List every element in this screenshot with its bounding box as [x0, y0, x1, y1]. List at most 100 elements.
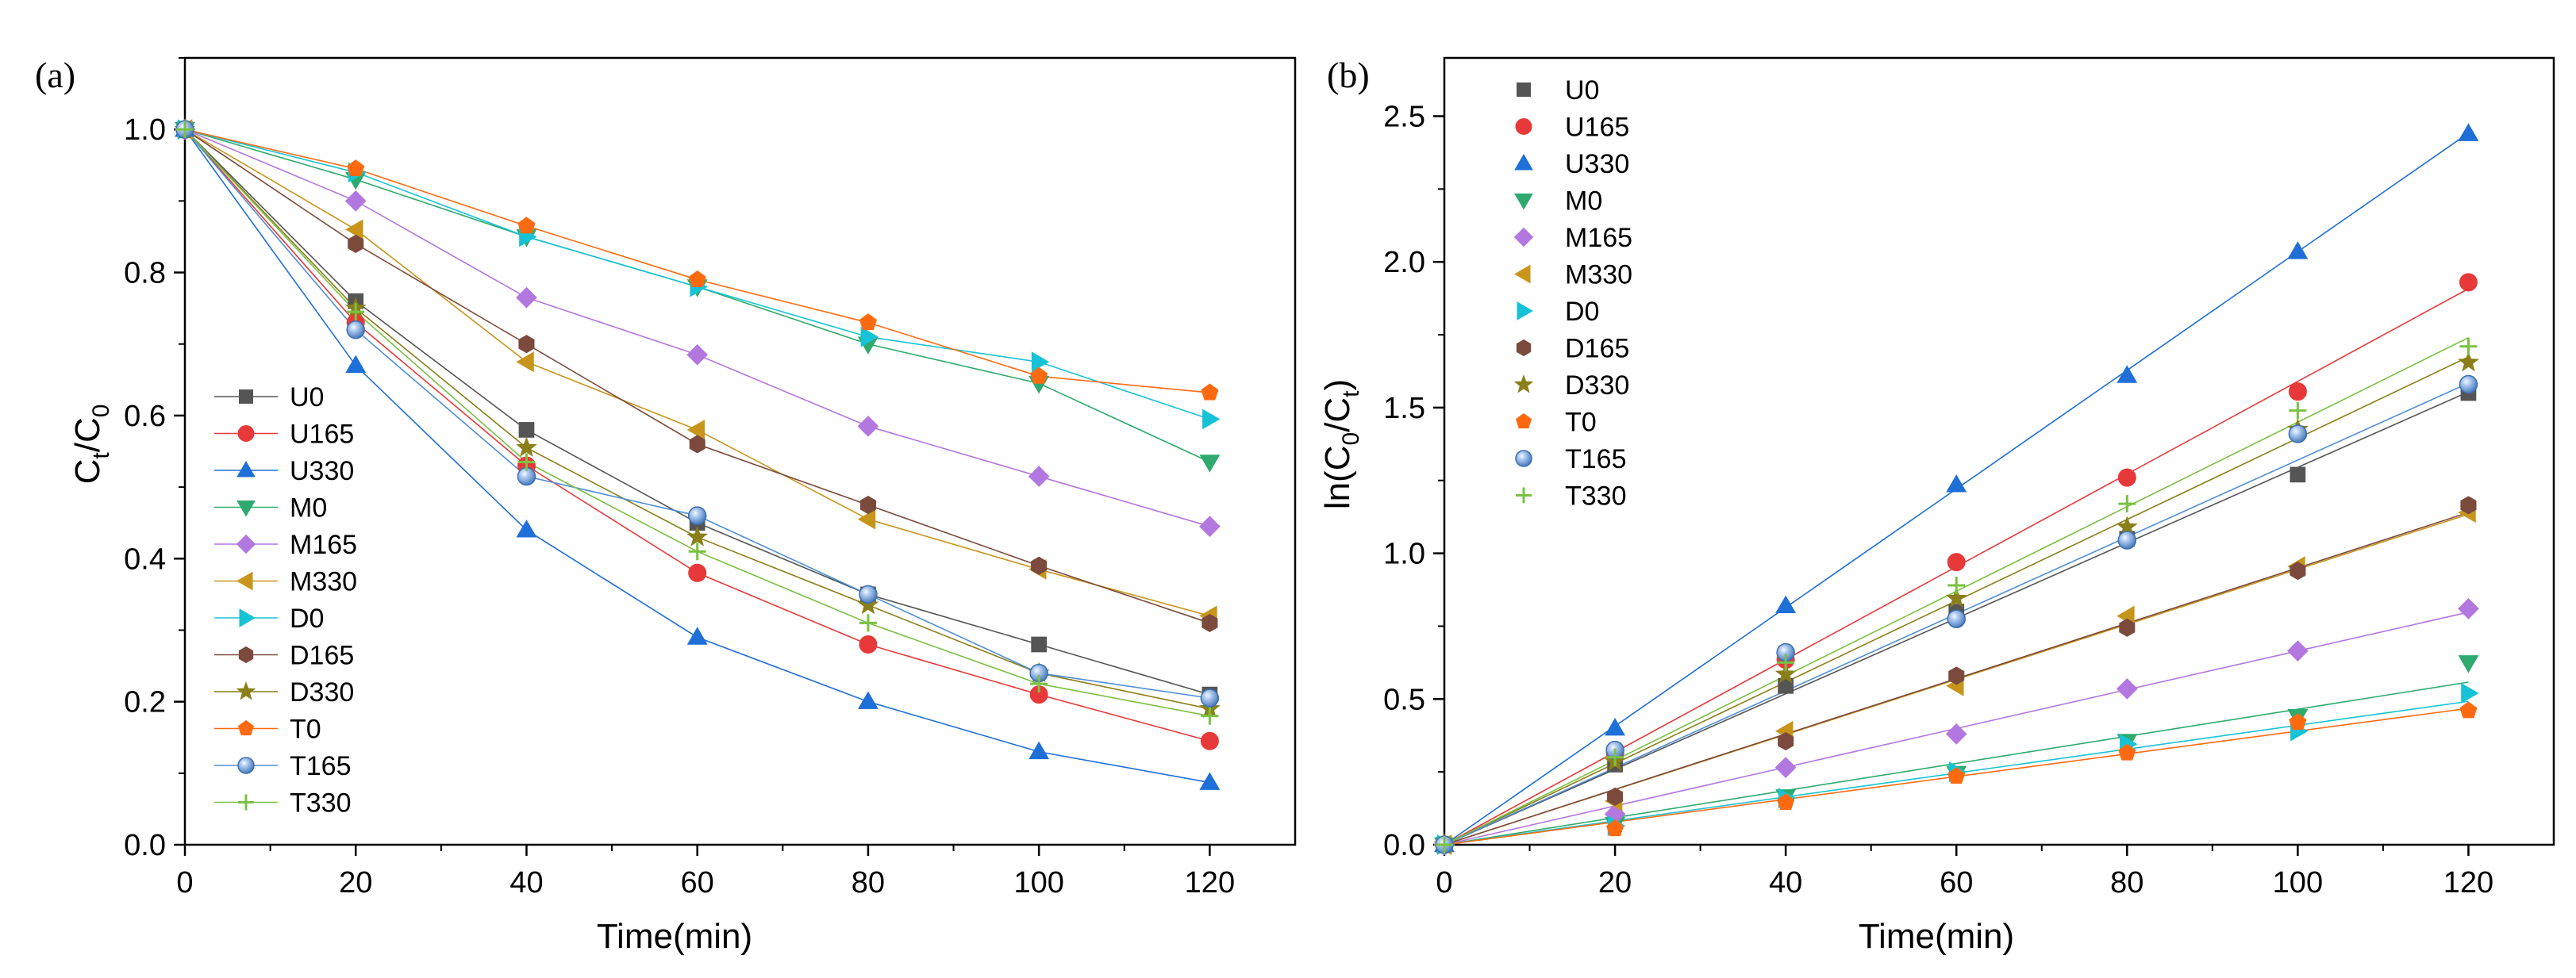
panel-b-point-t165: [2288, 424, 2308, 443]
panel-b-legend-label-d165: D165: [1565, 334, 1629, 364]
panel-b-point-m165: [1774, 757, 1797, 778]
panel-a-legend: U0 U165 U330 M0 M165 M330 D0 D165 D330 T0 T165 T330: [214, 382, 357, 819]
panel-a-point-d330: [516, 436, 537, 457]
panel-a-point-u0: [1031, 636, 1048, 653]
panel-a-point-u330: [516, 520, 537, 538]
panel-b-point-d330: [1945, 587, 1967, 608]
panel-b-point-t330: [1436, 836, 1453, 853]
panel-a-legend-marker-d165: [238, 646, 254, 664]
panel-a-point-m330: [686, 419, 705, 440]
panel-a-point-m0: [1199, 454, 1221, 473]
panel-b-point-m165: [1945, 723, 1967, 745]
panel-a-legend-label-m330: M330: [290, 567, 357, 597]
panel-b-y-axis-title-sub1: 0: [1338, 432, 1364, 446]
panel-b-legend-marker-m330: [1514, 264, 1531, 284]
panel-b-point-d165: [1778, 731, 1794, 751]
panel-a-point-t165: [687, 506, 707, 525]
panel-a-point-t0: [1030, 366, 1048, 384]
panel-a-legend-label-u0: U0: [290, 382, 324, 412]
panel-a-point-t0: [517, 217, 536, 234]
panel-b-point-m0: [2458, 655, 2479, 673]
panel-a-legend-marker-m0: [236, 501, 256, 517]
panel-a-point-t165: [1200, 688, 1220, 708]
panel-b-legend-label-d0: D0: [1565, 297, 1599, 327]
panel-b-point-u165: [2459, 273, 2478, 292]
panel-b-point-m165: [2116, 678, 2138, 700]
panel-a-legend-label-u330: U330: [290, 456, 354, 486]
panel-b-x-tick-label: 0: [1436, 866, 1452, 899]
panel-a-legend-label-d0: D0: [290, 604, 324, 634]
panel-a-point-m165: [686, 343, 709, 366]
panel-a-point-t0: [859, 313, 877, 331]
panel-b-legend-label-m0: M0: [1565, 186, 1602, 217]
panel-a-point-t330: [1030, 675, 1048, 693]
panel-a-point-t330: [176, 121, 194, 139]
panel-a-y-axis-title-sub1: t: [88, 452, 114, 459]
panel-b-point-u0: [2290, 466, 2306, 483]
panel-a-y-axis-title-main: C: [68, 459, 107, 485]
panel-a-point-t330: [688, 543, 706, 561]
panel-a-point-t165: [859, 585, 878, 604]
panel-a-legend-marker-u165: [237, 425, 255, 442]
panel-b-point-u330: [1775, 595, 1797, 614]
panel-b-point-t165: [1947, 609, 1966, 629]
panel-a-x-axis-title: Time(min): [597, 917, 752, 956]
panel-a-legend-marker-d0: [239, 608, 256, 627]
panel-a-x-tick-label: 60: [681, 866, 714, 899]
panel-a-y-tick-label: 0.4: [124, 543, 166, 576]
panel-a-label: (a): [35, 55, 75, 95]
panel-a-x-tick-label: 80: [852, 866, 885, 899]
panel-a-legend-label-u165: U165: [290, 420, 354, 450]
panel-b-point-d165: [1607, 787, 1624, 806]
panel-b-point-d165: [2290, 562, 2306, 581]
panel-a-x-tick-label: 0: [176, 866, 193, 899]
panel-a-point-t0: [1201, 383, 1219, 401]
panel-b-legend-label-m330: M330: [1565, 260, 1632, 290]
panel-b-legend-label-u330: U330: [1565, 149, 1629, 179]
panel-b-point-t330: [1947, 577, 1966, 595]
panel-b-y-tick-label: 0.0: [1383, 829, 1425, 862]
panel-b-x-tick-label: 60: [1940, 866, 1973, 899]
panel-b-legend-marker-u165: [1515, 118, 1532, 135]
panel-b-point-u330: [1946, 474, 1967, 493]
panel-b-x-axis-title: Time(min): [1859, 917, 2014, 956]
panel-b-x-tick-label: 120: [2443, 866, 2493, 899]
panel-a-legend-label-d165: D165: [290, 641, 354, 671]
panel-a-point-u330: [686, 627, 708, 645]
panel-b-point-d165: [2460, 496, 2477, 515]
panel-b-legend-marker-m165: [1513, 227, 1534, 247]
panel-b-x-tick-label: 100: [2273, 866, 2323, 899]
panel-a-y-axis-title-sep: /C: [68, 417, 107, 452]
panel-b-legend-marker-u0: [1517, 82, 1531, 97]
panel-a-point-m330: [345, 219, 363, 240]
panel-a-legend-label-m165: M165: [290, 530, 357, 560]
panel-b-point-t165: [2459, 374, 2478, 394]
panel-b-point-d330: [1774, 662, 1797, 684]
panel-b-point-d165: [2119, 618, 2136, 637]
panel-b-x-tick-label: 80: [2110, 866, 2143, 899]
panel-a-legend-marker-u0: [239, 389, 253, 404]
panel-b-point-u330: [2458, 123, 2479, 141]
panel-b-y-axis-title-pre: ln(C: [1318, 446, 1357, 510]
panel-b-point-u165: [2288, 382, 2307, 401]
panel-b-point-t165: [2117, 531, 2137, 550]
panel-b-point-u165: [2117, 468, 2136, 487]
panel-a-point-u165: [859, 635, 878, 654]
panel-b-legend-marker-t0: [1515, 412, 1532, 429]
panel-a-point-d0: [1202, 408, 1221, 430]
panel-b-y-tick-label: 1.5: [1383, 392, 1425, 425]
panel-a-y-axis-title: Ct/C0: [68, 405, 114, 485]
panel-a-point-m165: [1199, 516, 1221, 538]
panel-b-point-m165: [2287, 640, 2309, 662]
panel-b-y-tick-label: 2.0: [1383, 246, 1425, 279]
panel-a-point-d165: [1031, 556, 1048, 575]
panel-a-legend-marker-d330: [236, 681, 256, 700]
panel-b-point-u165: [1947, 553, 1966, 572]
panel-b-legend-label-t165: T165: [1565, 444, 1627, 474]
panel-b-point-t0: [1777, 793, 1795, 811]
panel-a-point-m330: [516, 351, 534, 373]
panel-a-point-t330: [1201, 707, 1219, 725]
panel-a-point-u165: [688, 563, 707, 582]
